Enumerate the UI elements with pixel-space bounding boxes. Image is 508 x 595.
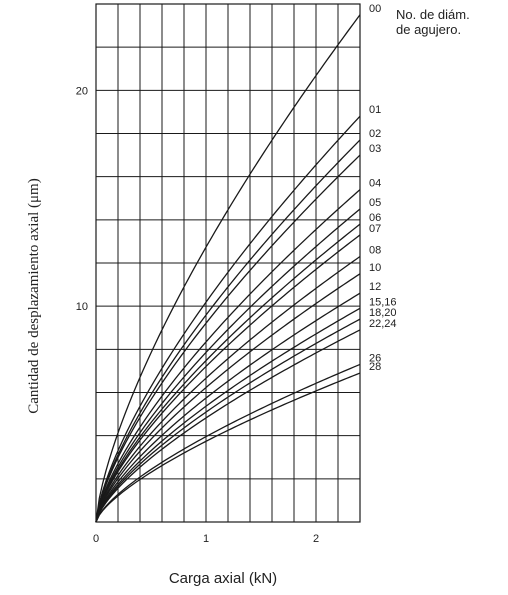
x-tick-label: 0 bbox=[93, 533, 99, 545]
curve-label-22,24: 22,24 bbox=[369, 318, 397, 330]
curve-label-10: 10 bbox=[369, 262, 381, 274]
plot-border bbox=[95, 3, 361, 523]
x-tick-label: 1 bbox=[203, 533, 209, 545]
curve-28 bbox=[95, 372, 361, 523]
curve-label-05: 05 bbox=[369, 197, 381, 209]
curve-label-18,20: 18,20 bbox=[369, 307, 397, 319]
plot-frame bbox=[95, 3, 361, 523]
curve-label-03: 03 bbox=[369, 143, 381, 155]
y-tick-label: 10 bbox=[76, 301, 88, 313]
curve-label-15,16: 15,16 bbox=[369, 296, 397, 308]
curve-18,20 bbox=[95, 318, 361, 523]
legend: No. de diám.de agujero. bbox=[396, 7, 470, 37]
curve-label-02: 02 bbox=[369, 128, 381, 140]
curve-12 bbox=[95, 292, 361, 523]
curve-label-00: 00 bbox=[369, 3, 381, 15]
curve-05 bbox=[95, 208, 361, 523]
curve-label-26: 26 bbox=[369, 352, 381, 364]
curve-label-28: 28 bbox=[369, 361, 381, 373]
curve-label-01: 01 bbox=[369, 104, 381, 116]
curve-02 bbox=[95, 139, 361, 523]
curve-07 bbox=[95, 234, 361, 523]
curve-08 bbox=[95, 255, 361, 523]
y-tick-label: 20 bbox=[76, 85, 88, 97]
curve-10 bbox=[95, 273, 361, 523]
curves bbox=[95, 14, 361, 523]
curve-26 bbox=[95, 363, 361, 523]
legend-title-line: de agujero. bbox=[396, 22, 461, 37]
x-tick-label: 2 bbox=[313, 533, 319, 545]
curve-15,16 bbox=[95, 307, 361, 523]
y-axis-title: Cantidad de desplazamiento axial (μm) bbox=[26, 178, 42, 413]
curve-label-04: 04 bbox=[369, 178, 381, 190]
curve-01 bbox=[95, 115, 361, 523]
legend-title-line: No. de diám. bbox=[396, 7, 470, 22]
curve-03 bbox=[95, 154, 361, 523]
curve-04 bbox=[95, 189, 361, 523]
x-axis-title: Carga axial (kN) bbox=[169, 570, 277, 587]
curve-06 bbox=[95, 223, 361, 523]
curve-label-12: 12 bbox=[369, 281, 381, 293]
curve-00 bbox=[95, 14, 361, 523]
curve-label-07: 07 bbox=[369, 223, 381, 235]
curve-label-06: 06 bbox=[369, 212, 381, 224]
tick-labels: 0 1 2 10 20 bbox=[76, 85, 319, 545]
grid bbox=[96, 4, 360, 522]
curve-label-08: 08 bbox=[369, 245, 381, 257]
curve-22,24 bbox=[95, 329, 361, 523]
